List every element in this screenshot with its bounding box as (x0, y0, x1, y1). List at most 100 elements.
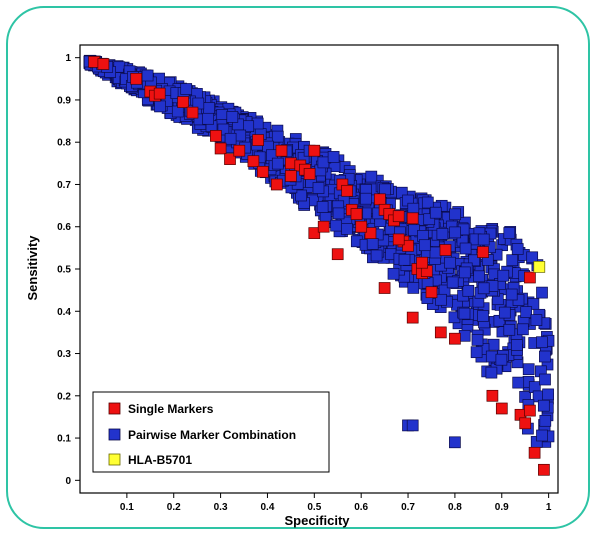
pairwise-point (312, 182, 325, 194)
pairwise-point (423, 213, 436, 226)
pairwise-point (379, 183, 391, 196)
pairwise-point (477, 233, 490, 246)
pairwise-point (511, 243, 524, 255)
pairwise-point (360, 192, 372, 205)
single-marker-point (285, 170, 297, 182)
pairwise-point (530, 314, 543, 326)
single-marker-point (495, 402, 508, 415)
y-tick-label: 1 (65, 53, 71, 64)
pairwise-point (520, 306, 533, 318)
pairwise-point (537, 399, 550, 412)
single-marker-point (186, 106, 199, 119)
y-tick-label: 0.5 (57, 265, 71, 276)
single-marker-point (331, 248, 344, 261)
single-marker-point (256, 165, 269, 178)
pairwise-point (477, 310, 489, 322)
pairwise-point (387, 267, 400, 280)
single-marker-point (425, 286, 438, 299)
legend-swatch-pairwise (108, 428, 121, 441)
x-tick-label: 0.3 (214, 502, 228, 513)
x-tick-label: 0.7 (401, 502, 415, 513)
single-marker-point (233, 144, 246, 157)
single-marker-point (153, 87, 166, 100)
pairwise-point (216, 109, 229, 121)
legend-label-single-markers: Single Markers (128, 402, 214, 416)
pairwise-point (141, 69, 154, 82)
pairwise-point (317, 156, 330, 169)
hla-b5701-point (533, 261, 546, 273)
single-marker-point (528, 446, 541, 459)
single-marker-point (449, 332, 461, 345)
pairwise-point (295, 189, 307, 202)
pairwise-point (217, 123, 230, 136)
pairwise-point (497, 269, 510, 282)
pairwise-point (536, 336, 548, 349)
pairwise-point (446, 276, 459, 289)
pairwise-point (180, 83, 193, 95)
single-marker-point (130, 72, 143, 85)
y-tick-label: 0.2 (57, 391, 71, 402)
pairwise-point (366, 238, 379, 250)
legend: Single Markers Pairwise Marker Combinati… (92, 391, 330, 473)
pairwise-point (458, 307, 471, 320)
pairwise-point (418, 239, 431, 252)
pairwise-point (458, 329, 471, 342)
pairwise-point (398, 253, 411, 266)
legend-box (92, 391, 330, 473)
y-tick-label: 0.6 (57, 222, 71, 233)
pairwise-point (271, 157, 284, 170)
single-marker-point (210, 130, 222, 142)
x-tick-label: 0.8 (448, 502, 462, 513)
single-marker-point (224, 153, 236, 165)
y-tick-label: 0.4 (57, 307, 71, 318)
x-tick-label: 0.5 (307, 502, 321, 513)
single-marker-point (270, 178, 283, 191)
pairwise-point (407, 282, 420, 294)
pairwise-point (506, 254, 519, 267)
x-tick-label: 0.1 (120, 502, 134, 513)
pairwise-point (539, 373, 551, 386)
single-marker-point (308, 227, 321, 239)
pairwise-point (471, 334, 484, 346)
pairwise-point (449, 226, 461, 239)
pairwise-point (449, 436, 461, 449)
pairwise-point (316, 201, 329, 213)
x-tick-label: 0.2 (167, 502, 181, 513)
single-marker-point (308, 144, 321, 157)
single-marker-point (524, 404, 536, 417)
single-marker-point (317, 220, 330, 233)
axes: 0.1 0.2 0.3 0.4 0.5 0.6 0.7 0.8 0.9 1 0 0.1 0.2 0.3 0.… (57, 53, 552, 513)
single-marker-point (392, 233, 405, 246)
single-marker-point (355, 220, 368, 233)
pairwise-point (444, 256, 456, 269)
pairwise-point (458, 266, 471, 279)
single-marker-point (252, 134, 264, 146)
x-tick-label: 0.4 (260, 502, 274, 513)
single-marker-point (477, 246, 489, 258)
pairwise-point (526, 251, 539, 264)
pairwise-point (511, 339, 523, 351)
single-marker-point (177, 96, 189, 108)
x-tick-label: 0.9 (495, 502, 509, 513)
pairwise-point (542, 388, 554, 401)
pairwise-point (429, 206, 442, 219)
pairwise-point (332, 207, 345, 220)
single-marker-point (392, 210, 405, 223)
legend-label-hla: HLA-B5701 (128, 453, 192, 467)
pairwise-point (224, 132, 237, 145)
single-marker-point (378, 282, 391, 294)
pairwise-point (517, 323, 529, 336)
pairwise-point (330, 219, 342, 232)
single-marker-point (434, 326, 447, 339)
pairwise-point (503, 227, 516, 239)
pairwise-point (536, 429, 548, 442)
pairwise-point (421, 196, 434, 209)
single-marker-point (275, 144, 288, 157)
single-marker-point (364, 227, 377, 239)
pairwise-point (498, 306, 511, 319)
legend-swatch-single-markers (108, 402, 121, 415)
legend-label-pairwise: Pairwise Marker Combination (128, 428, 296, 442)
pairwise-point (477, 282, 490, 295)
pairwise-point (536, 286, 548, 299)
